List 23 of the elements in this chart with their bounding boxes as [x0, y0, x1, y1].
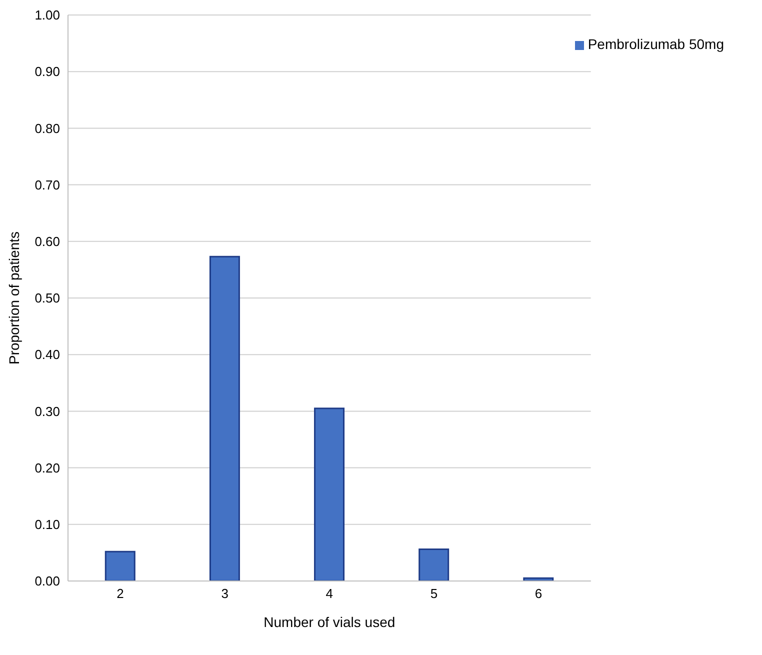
- x-tick-label: 4: [326, 586, 334, 602]
- bar: [314, 408, 345, 581]
- y-axis-title: Proportion of patients: [6, 231, 22, 365]
- y-tick-label: 0.90: [34, 64, 60, 80]
- x-axis-title: Number of vials used: [264, 614, 396, 630]
- y-tick-label: 0.10: [34, 517, 60, 532]
- y-tick-label: 0.50: [34, 290, 60, 306]
- y-tick-label: 0.30: [34, 404, 60, 419]
- y-tick-label: 0.20: [34, 460, 60, 476]
- y-tick-label: 0.70: [34, 177, 60, 192]
- y-tick-label: 0.60: [34, 234, 60, 250]
- x-tick-label: 2: [116, 586, 124, 602]
- y-tick-label: 1.00: [34, 8, 60, 23]
- bar: [418, 548, 450, 581]
- bar: [209, 256, 240, 581]
- x-tick-label: 6: [534, 586, 542, 602]
- y-tick-label: 0.00: [34, 574, 60, 589]
- x-tick-label: 3: [221, 586, 228, 602]
- y-tick-label: 0.80: [34, 120, 60, 136]
- y-tick-label: 0.40: [34, 347, 60, 362]
- legend-label: Pembrolizumab 50mg: [588, 36, 724, 52]
- x-tick-label: 5: [430, 586, 438, 602]
- bar: [104, 550, 136, 581]
